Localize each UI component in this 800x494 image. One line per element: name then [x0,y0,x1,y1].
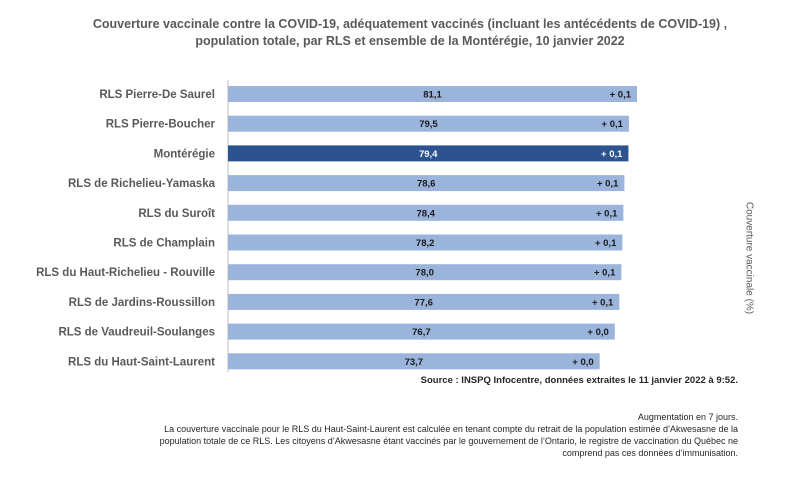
source-note: Source : INSPQ Infocentre, données extra… [420,375,738,386]
bar [228,86,637,102]
bar [228,204,624,221]
bar [228,323,615,340]
change-label: + 0,0 [572,357,593,368]
change-label: + 0,1 [595,238,617,249]
value-label: 81,1 [423,90,442,101]
bar [228,145,629,162]
value-label: 79,5 [419,119,438,130]
change-label: + 0,0 [587,327,608,338]
chart-title: Couverture vaccinale contre la COVID-19,… [92,17,728,48]
category-label: RLS de Vaudreuil-Soulanges [58,327,215,339]
bar [228,353,600,370]
value-label: 76,7 [412,327,431,338]
category-label: RLS de Jardins-Roussillon [69,297,215,309]
change-label: + 0,1 [594,268,616,279]
value-label: 79,4 [419,149,438,160]
category-label: RLS Pierre-De Saurel [99,89,215,101]
bar [228,264,622,281]
footnote: La couverture vaccinale pour le RLS du H… [159,424,738,458]
category-label: RLS du Haut-Richelieu - Rouville [36,267,215,279]
change-label: + 0,1 [596,208,618,219]
category-label: RLS Pierre-Boucher [106,119,216,131]
bar [228,175,625,192]
bar [228,293,620,310]
value-label: 78,6 [417,179,436,190]
bar [228,115,629,132]
augmentation-note: Augmentation en 7 jours. [637,412,738,422]
category-label: RLS de Champlain [113,238,215,250]
value-label: 78,2 [416,238,435,249]
change-label: + 0,1 [592,297,614,308]
value-label: 78,4 [416,208,435,219]
category-label: Montérégie [154,148,215,160]
change-label: + 0,1 [597,179,619,190]
value-label: 73,7 [405,357,424,368]
category-label: RLS du Haut-Saint-Laurent [68,356,215,368]
bar [228,234,623,251]
change-label: + 0,1 [601,149,623,160]
category-label: RLS de Richelieu-Yamaska [68,178,216,190]
value-label: 77,6 [414,297,433,308]
value-label: 78,0 [415,268,434,279]
axis-title: Couverture vaccinale (%) [743,201,755,315]
change-label: + 0,1 [602,119,624,130]
change-label: + 0,1 [610,90,632,101]
category-label: RLS du Suroît [138,208,215,220]
